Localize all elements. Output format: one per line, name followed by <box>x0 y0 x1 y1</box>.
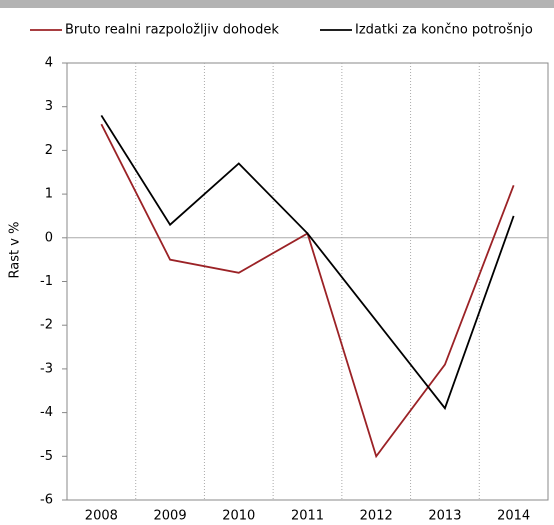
y-axis-label: Rast v % <box>8 222 23 279</box>
x-tick-label: 2013 <box>428 509 461 524</box>
x-tick-label: 2011 <box>291 509 324 524</box>
x-tick-label: 2010 <box>222 509 255 524</box>
y-tick-label: -6 <box>40 493 53 508</box>
y-tick-label: 4 <box>45 56 53 71</box>
x-tick-label: 2009 <box>154 509 187 524</box>
legend-label: Izdatki za končno potrošnjo <box>355 23 533 38</box>
header-strip <box>0 0 554 8</box>
x-tick-label: 2008 <box>85 509 118 524</box>
x-tick-label: 2012 <box>360 509 393 524</box>
y-tick-label: 3 <box>45 99 53 114</box>
y-tick-label: -4 <box>40 405 53 420</box>
y-tick-label: -2 <box>40 318 53 333</box>
legend-label: Bruto realni razpoložljiv dohodek <box>65 23 279 38</box>
series-line <box>100 123 515 459</box>
x-tick-label: 2014 <box>497 509 530 524</box>
y-tick-label: 2 <box>45 143 53 158</box>
series-line <box>100 114 515 411</box>
y-tick-label: 1 <box>45 187 53 202</box>
y-tick-label: -1 <box>40 274 53 289</box>
y-tick-label: 0 <box>45 230 53 245</box>
y-tick-label: -5 <box>40 449 53 464</box>
y-tick-label: -3 <box>40 361 53 376</box>
